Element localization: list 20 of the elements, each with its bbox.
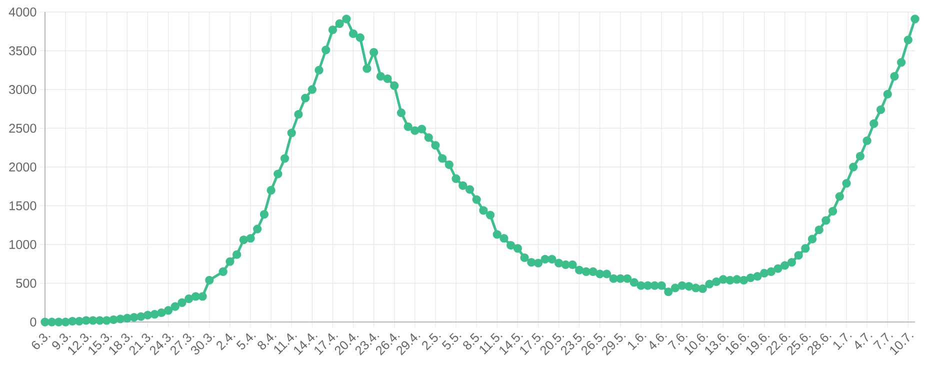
x-tick-label: 1.6. [628,334,646,350]
x-tick-label: 4.7. [855,332,872,350]
x-tick-label: 5.5. [442,332,462,350]
y-tick-label: 1500 [10,201,36,210]
y-tick-label: 3500 [9,46,36,56]
y-tick-label: 3000 [9,85,36,94]
y-tick-label: 1000 [10,240,36,249]
x-tick-label: 8.4. [258,333,277,350]
x-tick-label: 8.5. [463,332,482,350]
y-tick-label: 0 [30,318,36,326]
x-tick-label: 4.6. [650,334,667,350]
x-tick-label: 1.7. [833,332,852,350]
y-tick-label: 2000 [9,162,36,172]
x-tick-label: 5.4. [236,333,256,350]
x-tick-label: 6.3. [32,334,50,350]
y-tick-label: 4000 [8,8,36,16]
x-tick-label: 2.4. [216,333,236,350]
y-tick-label: 2500 [9,124,36,133]
y-tick-label: 500 [16,278,36,288]
x-tick-label: 2.5. [422,332,441,350]
